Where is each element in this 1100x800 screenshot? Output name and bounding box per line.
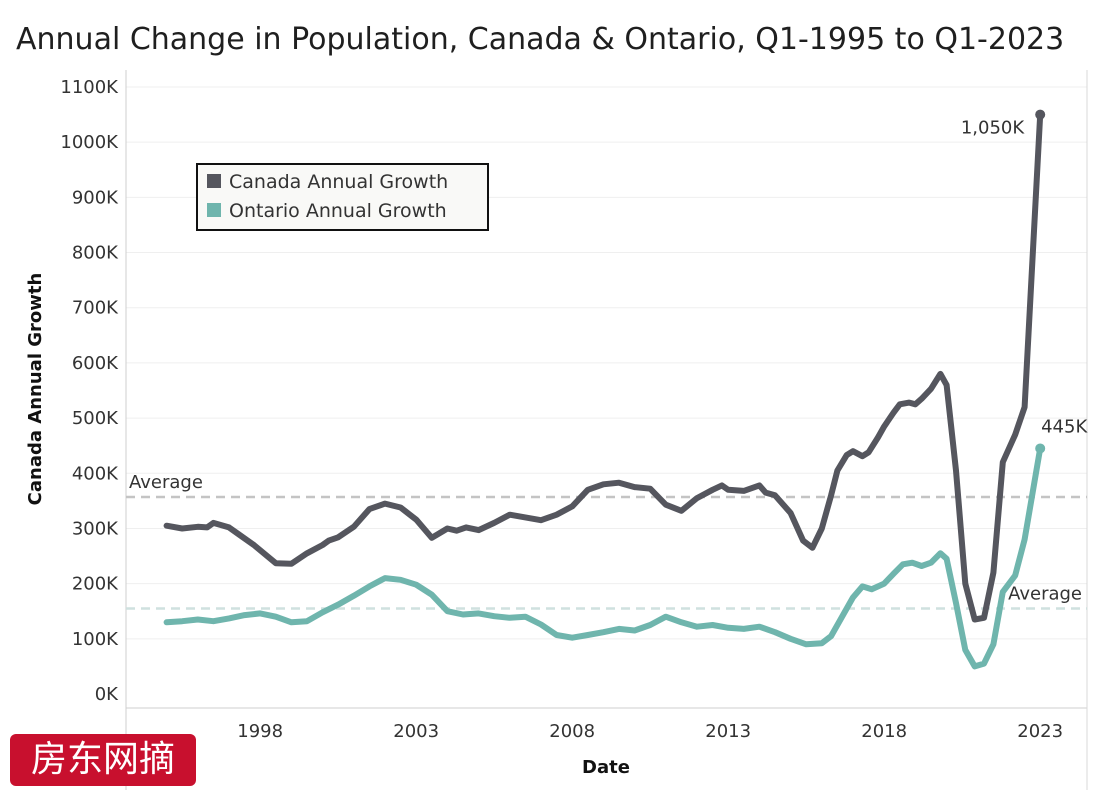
y-tick-label: 700K <box>72 298 119 319</box>
data-annotations: 1,050K 445K <box>961 109 1088 454</box>
series-line <box>163 111 1044 623</box>
y-axis-title: Canada Annual Growth <box>25 273 46 506</box>
end-point-marker <box>1035 443 1046 454</box>
reference-lines: Average Average <box>126 472 1087 610</box>
data-label: 445K <box>1041 416 1088 437</box>
series-lines <box>163 111 1044 670</box>
legend-swatch <box>207 174 221 188</box>
x-tick-label: 2003 <box>393 721 439 742</box>
y-tick-label: 1000K <box>60 132 119 153</box>
x-tick-label: 1998 <box>237 721 283 742</box>
x-tick-label: 2008 <box>549 721 595 742</box>
x-tick-label: 2013 <box>705 721 751 742</box>
y-tick-label: 200K <box>72 574 119 595</box>
data-label: 1,050K <box>961 118 1026 139</box>
watermark-logo: 房东网摘 <box>10 734 196 786</box>
legend-item-label: Ontario Annual Growth <box>229 200 447 222</box>
average-label: Average <box>129 472 203 493</box>
x-tick-label: 2023 <box>1017 721 1063 742</box>
y-tick-label: 500K <box>72 408 119 429</box>
y-axis-ticks: 0K 100K 200K 300K 400K 500K 600K 700K 800K 900K 10… <box>60 77 119 705</box>
y-tick-label: 0K <box>95 684 119 705</box>
series-line <box>163 445 1044 670</box>
y-tick-label: 600K <box>72 353 119 374</box>
legend-item-label: Canada Annual Growth <box>229 171 448 193</box>
y-tick-label: 800K <box>72 243 119 264</box>
legend-box <box>196 163 489 231</box>
y-tick-label: 900K <box>72 187 119 208</box>
average-label: Average <box>1008 583 1082 604</box>
x-axis-ticks: 1998 2003 2008 2013 2018 2023 <box>237 721 1063 742</box>
y-tick-label: 400K <box>72 463 119 484</box>
legend[interactable]: Canada Annual Growth Ontario Annual Growt… <box>196 163 489 231</box>
chart-title: Annual Change in Population, Canada & On… <box>16 22 1065 57</box>
legend-swatch <box>207 203 221 217</box>
y-tick-label: 1100K <box>60 77 119 98</box>
end-point-marker <box>1035 109 1046 120</box>
y-tick-label: 300K <box>72 518 119 539</box>
x-axis-title: Date <box>582 757 630 778</box>
y-tick-label: 100K <box>72 629 119 650</box>
x-tick-label: 2018 <box>861 721 907 742</box>
